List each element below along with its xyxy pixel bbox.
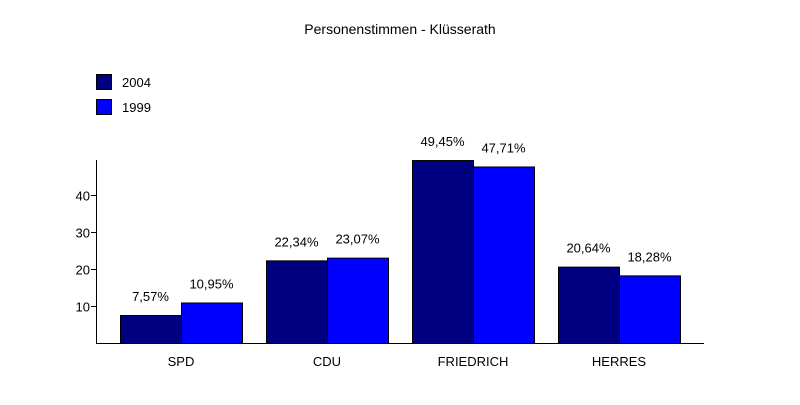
data-label-herres-2004: 20,64%: [566, 241, 611, 256]
chart-title: Personenstimmen - Klüsserath: [304, 21, 495, 37]
bar-cdu-2004: [266, 260, 328, 345]
x-tick-label-spd: SPD: [168, 354, 195, 369]
y-tick-label-10: 10: [76, 300, 90, 315]
data-label-cdu-2004: 22,34%: [274, 234, 319, 249]
legend-swatch-1999: [96, 99, 112, 115]
data-label-spd-1999: 10,95%: [189, 276, 234, 291]
data-label-spd-2004: 7,57%: [132, 289, 169, 304]
x-tick-label-herres: HERRES: [592, 354, 647, 369]
data-label-cdu-1999: 23,07%: [335, 232, 380, 247]
bar-spd-1999: [181, 302, 243, 344]
data-label-friedrich-1999: 47,71%: [481, 140, 526, 155]
axes: SPD CDU FRIEDRICH HERRES 10 20 30 40: [76, 160, 704, 369]
bar-spd-2004: [120, 314, 182, 344]
bars: 7,57% 10,95% 22,34% 23,07% 49,45% 47,71% 20,64…: [120, 134, 681, 345]
bar-herres-1999: [619, 275, 681, 345]
data-label-friedrich-2004: 49,45%: [420, 134, 465, 149]
legend-label-2004: 2004: [122, 75, 151, 90]
legend: 2004 1999: [96, 74, 151, 115]
y-tick-label-40: 40: [76, 189, 90, 204]
bar-cdu-1999: [327, 257, 389, 344]
y-tick-label-20: 20: [76, 263, 90, 278]
legend-swatch-2004: [96, 74, 112, 90]
bar-friedrich-2004: [412, 160, 474, 344]
x-tick-label-friedrich: FRIEDRICH: [438, 354, 509, 369]
data-label-herres-1999: 18,28%: [627, 249, 672, 264]
y-tick-label-30: 30: [76, 226, 90, 241]
legend-label-1999: 1999: [122, 100, 151, 115]
x-tick-label-cdu: CDU: [313, 354, 341, 369]
bar-friedrich-1999: [473, 166, 535, 344]
bar-herres-2004: [558, 266, 620, 344]
